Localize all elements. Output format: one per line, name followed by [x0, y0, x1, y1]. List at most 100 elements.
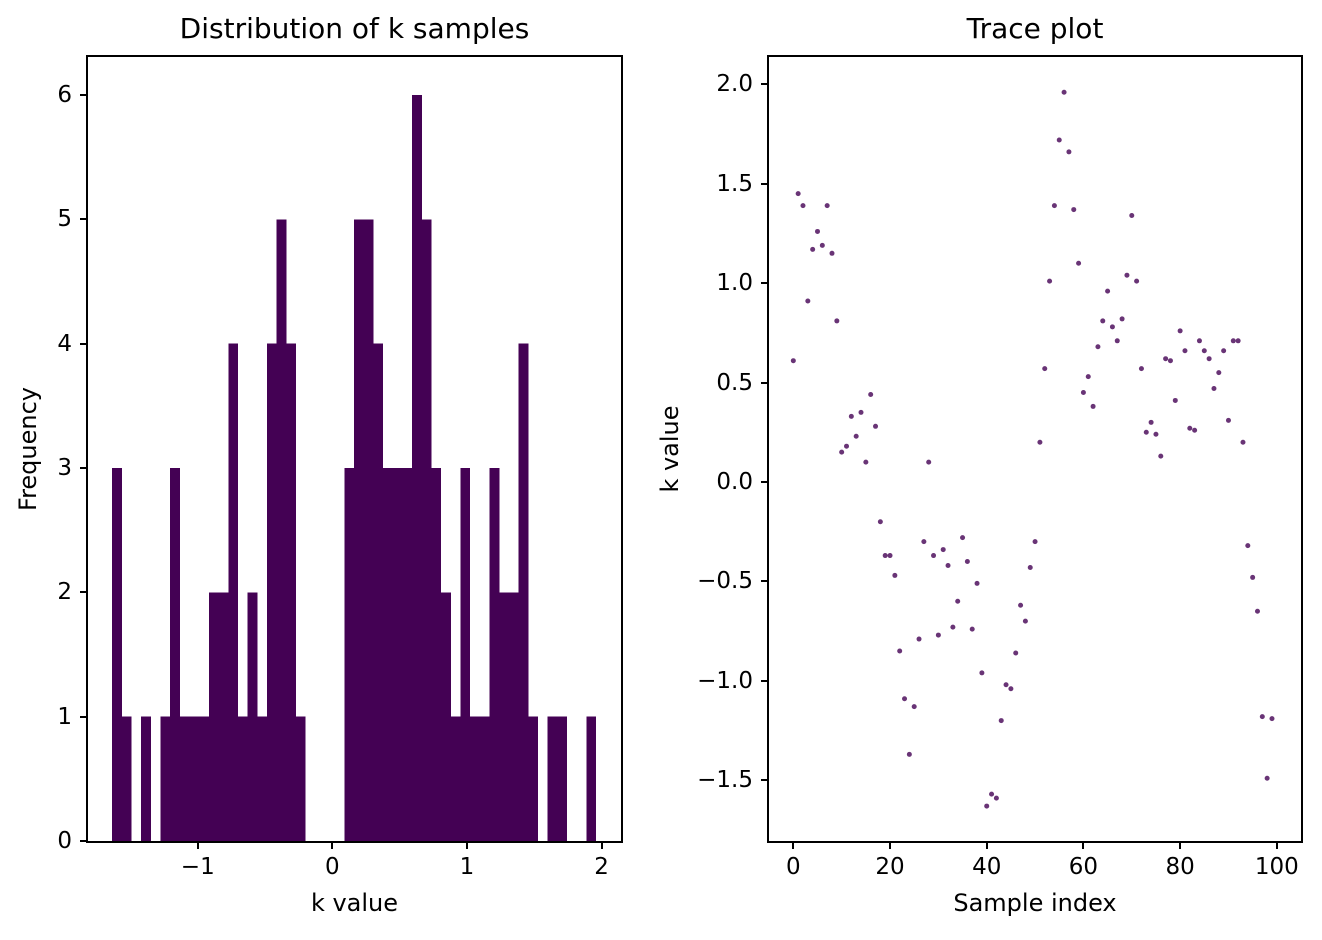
- trace-x-tick-label: 40: [972, 854, 1002, 880]
- trace-point: [1061, 89, 1067, 95]
- histogram-x-tick: [600, 841, 603, 849]
- histogram-bar: [179, 716, 190, 841]
- trace-point: [848, 413, 854, 419]
- histogram-y-tick: [80, 591, 88, 594]
- histogram-bar: [373, 343, 384, 841]
- trace-point: [829, 250, 835, 256]
- histogram-bar: [508, 592, 519, 841]
- histogram-x-tick-label: 2: [594, 854, 609, 880]
- trace-y-tick-label: 1.0: [716, 270, 753, 297]
- histogram-plot-area: [86, 55, 623, 843]
- trace-point: [1216, 370, 1222, 376]
- histogram-bar: [547, 716, 558, 841]
- trace-point: [1225, 417, 1231, 423]
- trace-point: [950, 624, 956, 630]
- trace-point: [1187, 425, 1193, 431]
- trace-y-tick-label: −1.5: [697, 767, 753, 794]
- trace-point: [1056, 137, 1062, 143]
- histogram-bar: [470, 716, 480, 841]
- histogram-bar: [460, 468, 471, 841]
- trace-x-tick-label: 60: [1068, 854, 1099, 880]
- trace-point: [993, 795, 999, 801]
- trace-point: [1051, 203, 1057, 209]
- trace-point: [824, 203, 830, 209]
- trace-point: [863, 459, 869, 465]
- histogram-bar: [286, 343, 297, 841]
- histogram-bar: [412, 95, 422, 841]
- trace-point: [858, 409, 864, 415]
- trace-x-tick: [1179, 841, 1182, 849]
- trace-point: [1245, 543, 1251, 549]
- trace-x-tick: [1275, 841, 1278, 849]
- trace-point: [931, 553, 937, 559]
- trace-point: [1129, 213, 1135, 219]
- histogram-x-axis-label: k value: [310, 889, 399, 917]
- trace-point: [1138, 366, 1144, 372]
- trace-y-axis-label: k value: [656, 405, 684, 493]
- trace-point: [1018, 602, 1024, 608]
- histogram-bar: [267, 343, 277, 841]
- histogram-x-tick-label: −1: [180, 854, 215, 880]
- trace-point: [1158, 453, 1164, 459]
- trace-y-tick-label: −1.0: [697, 667, 753, 694]
- histogram-bar: [208, 592, 219, 841]
- histogram-bar: [160, 716, 171, 841]
- trace-point: [1148, 419, 1154, 425]
- trace-point: [1211, 386, 1217, 392]
- histogram-y-axis-label: Frequency: [14, 387, 42, 511]
- trace-point: [1047, 278, 1053, 284]
- trace-x-tick: [889, 841, 892, 849]
- trace-point: [1124, 272, 1130, 278]
- histogram-bar: [499, 592, 509, 841]
- trace-y-tick-label: −0.5: [697, 568, 753, 595]
- trace-point: [906, 751, 912, 757]
- trace-point: [1167, 358, 1173, 364]
- trace-point: [897, 648, 903, 654]
- trace-point: [1090, 403, 1096, 409]
- histogram-bar: [383, 468, 393, 841]
- trace-point: [998, 718, 1004, 724]
- histogram-bar: [431, 468, 442, 841]
- trace-y-tick: [761, 381, 769, 384]
- trace-point: [873, 423, 879, 429]
- trace-point: [945, 562, 951, 568]
- trace-point: [1269, 716, 1275, 722]
- trace-point: [1080, 390, 1086, 395]
- histogram-bar: [218, 592, 229, 841]
- trace-point: [1230, 338, 1236, 344]
- histogram-bar: [354, 219, 364, 841]
- histogram-x-tick: [465, 841, 468, 849]
- trace-point: [1119, 316, 1125, 322]
- histogram-bar: [228, 343, 238, 841]
- trace-point: [853, 433, 859, 439]
- trace-point: [1013, 650, 1019, 656]
- trace-point: [1254, 608, 1260, 614]
- trace-point: [1143, 429, 1149, 435]
- trace-y-tick: [761, 282, 769, 285]
- trace-point: [1206, 356, 1212, 362]
- histogram-bar: [276, 219, 287, 841]
- histogram-bar: [586, 716, 597, 841]
- histogram-bar: [528, 716, 538, 841]
- histogram-bar: [237, 716, 248, 841]
- trace-x-tick-label: 20: [875, 854, 905, 880]
- trace-x-tick-label: 100: [1254, 854, 1299, 880]
- histogram-bar: [344, 468, 355, 841]
- trace-point: [1264, 775, 1270, 781]
- histogram-y-tick: [80, 467, 88, 470]
- trace-point: [1182, 348, 1188, 354]
- trace-point: [810, 246, 816, 252]
- trace-point: [892, 572, 898, 578]
- trace-point: [800, 203, 806, 209]
- trace-point: [1259, 714, 1265, 720]
- trace-y-tick: [761, 83, 769, 86]
- histogram-title: Distribution of k samples: [179, 12, 530, 45]
- trace-point: [1071, 207, 1077, 213]
- histogram-x-tick-label: 1: [459, 854, 475, 880]
- histogram-bar: [121, 716, 132, 841]
- trace-point: [1037, 439, 1043, 445]
- trace-point: [916, 636, 922, 642]
- trace-point: [955, 598, 961, 604]
- trace-point: [868, 391, 874, 397]
